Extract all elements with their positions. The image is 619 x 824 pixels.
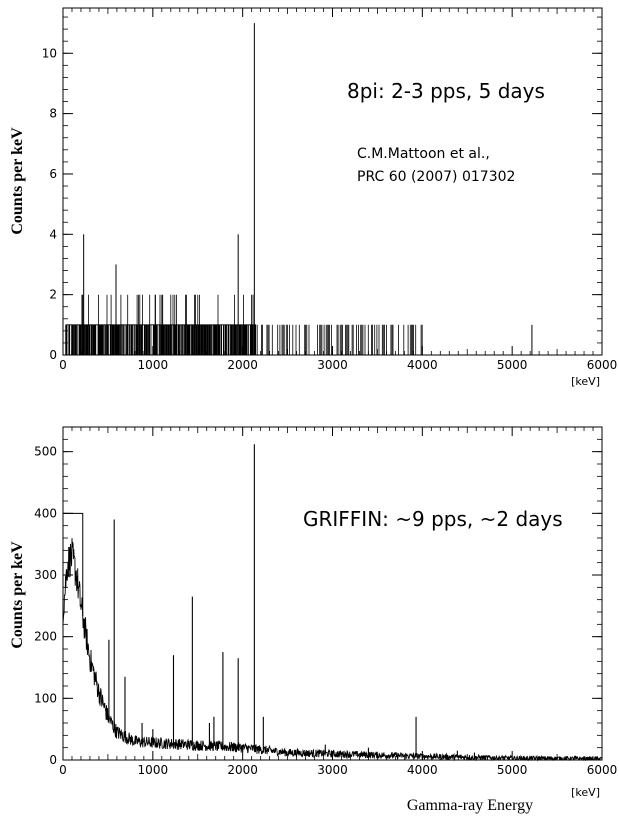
x-tick-label: 3000 (317, 763, 348, 777)
panel-8pi: 0 1000 2000 3000 4000 5000 6000 0 2 4 6 8 10 Counts p… (9, 7, 618, 388)
plot-frame (62, 426, 603, 761)
annotation-rate: 8pi: 2-3 pps, 5 days (347, 79, 545, 103)
x-unit-label: [keV] (571, 375, 600, 388)
y-tick-label: 500 (34, 445, 57, 459)
axis-ticks (62, 8, 603, 356)
plot-frame (62, 7, 603, 356)
y-tick-label: 100 (34, 691, 57, 705)
continuum-trace (62, 538, 603, 762)
y-axis-label: Counts per keV (9, 127, 26, 235)
y-tick-label: 4 (49, 227, 57, 241)
x-axis-label: Gamma-ray Energy (407, 797, 533, 814)
x-tick-label: 0 (59, 763, 67, 777)
y-tick-label: 400 (34, 506, 57, 520)
x-tick-label: 1000 (138, 358, 169, 372)
y-tick-label: 8 (49, 107, 57, 121)
y-axis-label: Counts per keV (9, 541, 26, 649)
annotation-citation-authors: C.M.Mattoon et al., (357, 146, 490, 162)
annotation-citation-journal: PRC 60 (2007) 017302 (357, 169, 515, 185)
x-tick-label: 3000 (317, 358, 348, 372)
x-tick-label: 6000 (587, 358, 618, 372)
y-tick-label: 6 (49, 167, 57, 181)
annotation-rate: GRIFFIN: ~9 pps, ~2 days (303, 507, 563, 531)
x-tick-label: 5000 (497, 763, 528, 777)
x-tick-label: 4000 (407, 763, 438, 777)
y-tick-label: 200 (34, 630, 57, 644)
axis-ticks (62, 426, 603, 761)
x-tick-label: 0 (59, 358, 67, 372)
x-tick-label: 4000 (407, 358, 438, 372)
spectrum-data (65, 23, 533, 355)
x-tick-label: 2000 (227, 358, 258, 372)
panel-griffin: 0 1000 2000 3000 4000 5000 6000 0 100 200 300 400 50… (9, 426, 618, 814)
x-tick-label: 6000 (587, 763, 618, 777)
spectrum-data (62, 444, 603, 762)
x-tick-label: 5000 (497, 358, 528, 372)
x-tick-label: 1000 (138, 763, 169, 777)
y-tick-label: 2 (49, 288, 57, 302)
x-unit-label: [keV] (571, 786, 600, 799)
y-tick-label: 0 (49, 348, 57, 362)
y-tick-label: 10 (42, 46, 57, 60)
y-tick-label: 0 (49, 753, 57, 767)
y-tick-label: 300 (34, 568, 57, 582)
x-tick-label: 2000 (227, 763, 258, 777)
